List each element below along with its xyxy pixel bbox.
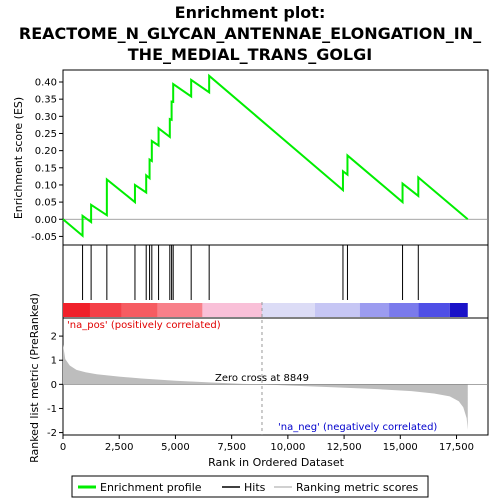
metric-tick-label: 0 xyxy=(51,380,57,391)
enrichment-profile-line xyxy=(62,73,469,238)
color-band xyxy=(314,303,360,317)
es-y-ticks: -0.05 0.00 0.05 0.10 0.15 0.20 0.25 0.30 0.35 0.4… xyxy=(31,78,63,243)
metric-panel-frame xyxy=(62,317,489,436)
legend-box xyxy=(71,475,429,498)
color-band xyxy=(121,303,158,317)
zero-cross-label: Zero cross at 8849 xyxy=(215,373,309,384)
es-tick-label: 0.40 xyxy=(35,78,57,89)
color-band xyxy=(157,303,203,317)
color-band xyxy=(418,303,450,317)
x-tick-label: 12,500 xyxy=(327,442,362,453)
color-band xyxy=(359,303,390,317)
color-band xyxy=(89,303,122,317)
x-tick-label: 10,000 xyxy=(270,442,305,453)
es-tick-label: 0.30 xyxy=(35,112,57,123)
metric-tick-label: 2 xyxy=(51,332,57,343)
metric-y-axis-label: Ranked list metric (PreRanked) xyxy=(28,293,41,463)
es-tick-label: -0.05 xyxy=(31,232,57,243)
x-tick-label: 7,500 xyxy=(217,442,246,453)
metric-tick-label: -2 xyxy=(47,428,57,439)
metric-tick-label: 1 xyxy=(51,356,57,367)
metric-tick-label: -1 xyxy=(47,404,57,415)
x-tick-label: 0 xyxy=(60,442,66,453)
es-tick-label: 0.35 xyxy=(35,95,57,106)
color-band xyxy=(202,303,262,317)
title-line-3: THE_MEDIAL_TRANS_GOLGI xyxy=(128,45,372,64)
es-tick-label: 0.05 xyxy=(35,198,57,209)
es-tick-label: 0.10 xyxy=(35,180,57,191)
hit-markers xyxy=(82,245,419,300)
color-band xyxy=(261,303,315,317)
neg-correlated-label: 'na_neg' (negatively correlated) xyxy=(278,422,437,433)
rank-color-bar xyxy=(63,303,468,317)
pos-correlated-label: 'na_pos' (positively correlated) xyxy=(67,320,221,331)
color-band xyxy=(389,303,419,317)
legend-hits-label: Hits xyxy=(244,481,266,494)
es-panel-frame xyxy=(62,69,489,246)
es-tick-label: 0.25 xyxy=(35,129,57,140)
x-tick-label: 17,500 xyxy=(439,442,474,453)
x-axis-label: Rank in Ordered Dataset xyxy=(208,456,345,469)
title-line-1: Enrichment plot: xyxy=(175,3,326,22)
metric-y-ticks: -2 -1 0 1 2 xyxy=(47,332,63,439)
es-tick-label: 0.20 xyxy=(35,146,57,157)
ranking-metric-area xyxy=(63,344,468,430)
es-tick-label: 0.15 xyxy=(35,163,57,174)
es-tick-label: 0.00 xyxy=(35,215,57,226)
x-tick-label: 5,000 xyxy=(161,442,190,453)
color-band xyxy=(449,303,468,317)
legend-metric-label: Ranking metric scores xyxy=(296,481,418,494)
x-tick-label: 2,500 xyxy=(105,442,134,453)
legend-enrichment-label: Enrichment profile xyxy=(100,481,202,494)
x-tick-label: 15,000 xyxy=(383,442,418,453)
x-axis-ticks: 0 2,500 5,000 7,500 10,000 12,500 15,000 17,500 xyxy=(60,435,474,453)
es-y-axis-label: Enrichment score (ES) xyxy=(12,97,25,219)
color-band xyxy=(63,303,90,317)
title-line-2: REACTOME_N_GLYCAN_ANTENNAE_ELONGATION_IN… xyxy=(19,24,481,43)
